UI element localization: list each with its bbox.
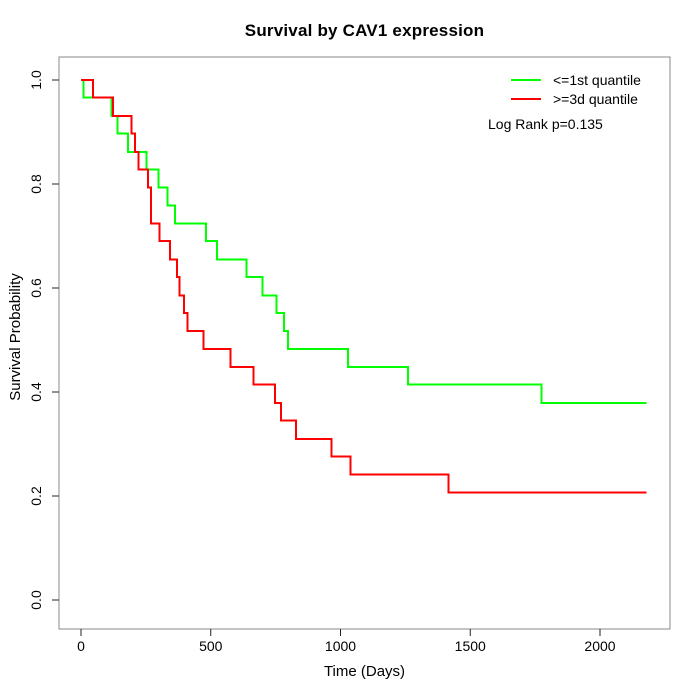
y-tick-label: 0.2 — [28, 486, 44, 506]
x-tick-label: 500 — [199, 638, 223, 654]
legend-label-third-quantile: >=3d quantile — [553, 90, 638, 107]
legend: <=1st quantile >=3d quantile Log Rank p=… — [488, 70, 641, 133]
y-tick-label: 0.4 — [28, 382, 44, 402]
plot-frame — [58, 56, 671, 630]
x-tick-label: 1000 — [324, 638, 357, 654]
y-tick-label: 0.0 — [28, 590, 44, 610]
x-axis-title: Time (Days) — [323, 663, 406, 680]
km-curve-1st-quantile — [81, 79, 647, 404]
y-tick-label: 0.8 — [28, 174, 44, 194]
legend-entry-high-expression: >=3d quantile — [488, 89, 641, 108]
legend-swatch-red-line — [511, 97, 541, 100]
y-tick-label: 1.0 — [28, 70, 44, 90]
x-tick-label: 0 — [77, 638, 85, 654]
y-axis-title: Survival Probability — [7, 273, 24, 401]
log-rank-pvalue: Log Rank p=0.135 — [488, 116, 603, 132]
legend-swatch-green-line — [511, 78, 541, 81]
km-curve-3d-quantile — [81, 79, 647, 494]
legend-entry-low-expression: <=1st quantile — [488, 70, 641, 89]
x-tick-label: 1500 — [454, 638, 486, 654]
survival-curves — [81, 79, 647, 494]
legend-label-first-quantile: <=1st quantile — [553, 71, 641, 88]
y-tick-label: 0.6 — [28, 278, 44, 298]
x-tick-label: 2000 — [584, 638, 616, 654]
chart-title: Survival by CAV1 expression — [244, 21, 485, 40]
axis-ticks — [52, 79, 601, 636]
